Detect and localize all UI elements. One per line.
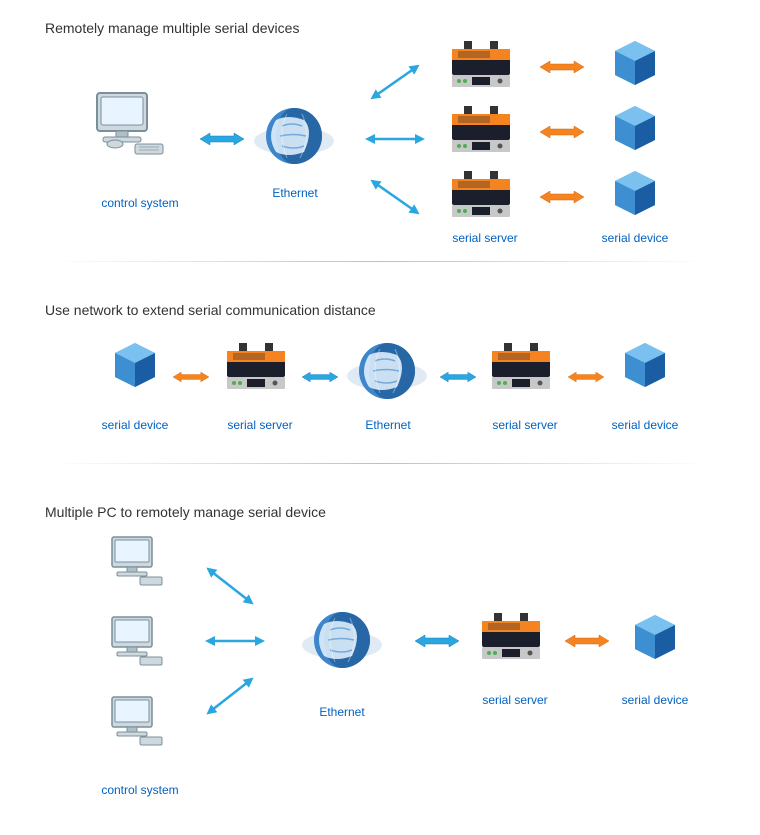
server-icon: [450, 41, 512, 89]
server-icon: [490, 343, 552, 391]
label-ethernet: Ethernet: [338, 418, 438, 432]
label-ethernet: Ethernet: [245, 186, 345, 200]
arrow-icon: [415, 635, 459, 647]
label-control-system: control system: [90, 196, 190, 210]
arrow-icon: [173, 371, 209, 383]
pc-icon: [95, 91, 175, 161]
cube-icon: [115, 343, 155, 387]
pc-icon: [110, 615, 165, 667]
arrow-icon: [365, 133, 425, 145]
arrow-icon: [540, 61, 584, 73]
label-serial-server: serial server: [435, 231, 535, 245]
label-serial-device: serial device: [605, 693, 705, 707]
cube-icon: [615, 171, 655, 215]
cube-icon: [615, 106, 655, 150]
globe-icon: [300, 610, 384, 670]
globe-icon: [252, 106, 336, 166]
label-serial-server: serial server: [210, 418, 310, 432]
divider: [50, 463, 710, 464]
arrow-icon: [440, 371, 476, 383]
globe-icon: [345, 341, 429, 401]
arrow-icon: [367, 175, 423, 219]
label-serial-device: serial device: [85, 418, 185, 432]
section-remotely-manage: Remotely manage multiple serial devices …: [0, 0, 760, 282]
label-ethernet: Ethernet: [292, 705, 392, 719]
cube-icon: [635, 615, 675, 659]
arrow-icon: [367, 60, 423, 104]
arrow-icon: [203, 563, 258, 609]
arrow-icon: [540, 191, 584, 203]
arrow-icon: [203, 673, 258, 719]
arrow-icon: [302, 371, 338, 383]
arrow-icon: [205, 635, 265, 647]
server-icon: [450, 171, 512, 219]
cube-icon: [615, 41, 655, 85]
server-icon: [480, 613, 542, 661]
arrow-icon: [565, 635, 609, 647]
section-multiple-pc: Multiple PC to remotely manage serial de…: [0, 484, 760, 835]
cube-icon: [625, 343, 665, 387]
arrow-icon: [200, 133, 244, 145]
pc-icon: [110, 695, 165, 747]
arrow-icon: [568, 371, 604, 383]
arrow-icon: [540, 126, 584, 138]
label-serial-device: serial device: [595, 418, 695, 432]
label-control-system: control system: [90, 783, 190, 797]
pc-icon: [110, 535, 165, 587]
section2-title: Use network to extend serial communicati…: [0, 282, 760, 333]
label-serial-server: serial server: [475, 418, 575, 432]
label-serial-device: serial device: [585, 231, 685, 245]
section-extend-distance: Use network to extend serial communicati…: [0, 282, 760, 484]
server-icon: [450, 106, 512, 154]
server-icon: [225, 343, 287, 391]
divider: [50, 261, 710, 262]
section3-title: Multiple PC to remotely manage serial de…: [0, 484, 760, 535]
label-serial-server: serial server: [465, 693, 565, 707]
